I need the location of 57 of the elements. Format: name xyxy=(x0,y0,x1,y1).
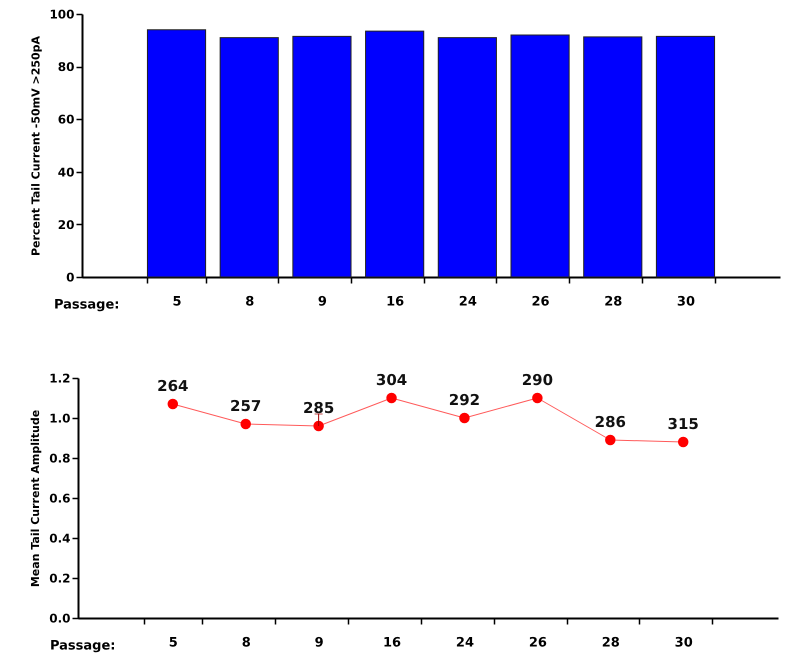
bar xyxy=(365,30,424,278)
x-tick-label: 5 xyxy=(172,294,182,310)
annotation: 292 xyxy=(448,391,480,409)
bar xyxy=(146,29,206,278)
bar xyxy=(292,36,352,278)
x-tick-label: 5 xyxy=(168,636,178,650)
point xyxy=(532,392,543,404)
x-tick-label: 8 xyxy=(245,294,254,310)
point xyxy=(459,412,470,424)
bar xyxy=(220,37,279,278)
y-tick-label: 0.0 xyxy=(49,612,70,626)
y-tick-label: 1.0 xyxy=(49,412,70,426)
y-tick-label: 1.2 xyxy=(49,372,70,386)
x-axis-title: Passage: xyxy=(54,298,120,312)
annotation: 285 xyxy=(302,399,334,417)
x-tick-label: 26 xyxy=(528,636,547,650)
y-tick-label: 20 xyxy=(58,218,74,232)
x-axis-title: Passage: xyxy=(50,638,116,654)
y-tick-label: 60 xyxy=(58,112,74,127)
bar xyxy=(510,34,570,278)
x-tick-label: 9 xyxy=(314,636,324,650)
x-tick-label: 16 xyxy=(382,636,402,650)
y-tick-label: 80 xyxy=(58,60,74,74)
annotation: 304 xyxy=(376,371,408,389)
annotation: 290 xyxy=(522,371,554,389)
x-tick-label: 24 xyxy=(456,636,474,650)
x-tick-label: 28 xyxy=(604,294,622,310)
point xyxy=(240,418,251,430)
x-tick-label: 16 xyxy=(386,294,404,310)
bar xyxy=(438,37,497,278)
x-tick-label: 28 xyxy=(602,636,620,650)
point xyxy=(678,436,688,448)
x-tick-label: 24 xyxy=(458,294,477,310)
y-tick-label: 100 xyxy=(49,8,74,22)
y-tick-label: 0.8 xyxy=(49,452,70,466)
y-tick-label: 0.2 xyxy=(49,572,70,586)
bar xyxy=(583,36,642,278)
point xyxy=(386,392,397,404)
y-tick-label: 0.4 xyxy=(49,532,70,546)
x-tick-label: 26 xyxy=(532,294,550,310)
annotation: 286 xyxy=(594,413,626,431)
x-tick-label: 9 xyxy=(318,294,327,310)
point xyxy=(313,420,324,432)
y-tick-label: 0.6 xyxy=(49,492,70,506)
x-tick-label: 8 xyxy=(242,636,251,650)
point xyxy=(605,434,616,446)
annotation: 257 xyxy=(230,397,262,415)
annotation: 264 xyxy=(157,377,188,395)
y-axis-title: Percent Tail Current -50mV >250pA xyxy=(29,35,42,256)
annotation: 315 xyxy=(668,415,699,433)
y-axis-title: Mean Tail Current Amplitude xyxy=(29,410,42,588)
x-tick-label: 30 xyxy=(676,294,696,310)
bar xyxy=(656,36,716,278)
x-tick-label: 30 xyxy=(674,636,693,650)
y-tick-label: 40 xyxy=(58,165,74,180)
point xyxy=(168,398,178,410)
y-tick-label: 0 xyxy=(66,270,74,284)
